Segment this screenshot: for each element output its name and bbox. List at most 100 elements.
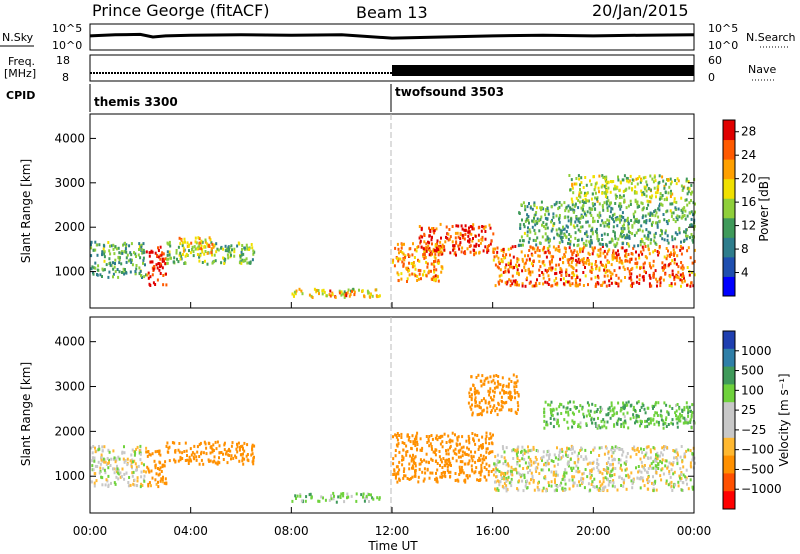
heat-cell bbox=[502, 472, 505, 475]
heat-cell bbox=[402, 252, 405, 256]
heat-cell bbox=[90, 480, 93, 484]
heat-cell bbox=[214, 440, 217, 444]
heat-cell bbox=[578, 480, 580, 484]
heat-cell bbox=[610, 401, 613, 405]
heat-cell bbox=[428, 253, 431, 257]
heat-cell bbox=[645, 228, 648, 232]
heat-cell bbox=[515, 452, 518, 456]
heat-cell bbox=[420, 460, 423, 464]
heat-cell bbox=[504, 269, 507, 273]
heat-cell bbox=[516, 268, 519, 272]
heat-cell bbox=[641, 193, 644, 197]
heat-cell bbox=[191, 248, 194, 252]
heat-cell bbox=[602, 221, 605, 225]
heat-cell bbox=[635, 419, 638, 423]
heat-cell bbox=[139, 458, 142, 462]
heat-cell bbox=[146, 465, 149, 469]
heat-cell bbox=[487, 380, 490, 384]
heat-cell bbox=[460, 465, 463, 469]
heat-cell bbox=[632, 281, 635, 285]
heat-cell bbox=[596, 253, 599, 257]
heat-cell bbox=[654, 221, 657, 225]
heat-cell bbox=[239, 256, 242, 260]
heat-cell bbox=[516, 401, 519, 405]
heat-cell bbox=[139, 485, 142, 489]
heat-cell bbox=[676, 232, 679, 236]
heat-cell bbox=[681, 280, 684, 284]
heat-cell bbox=[522, 489, 525, 493]
heat-cell bbox=[623, 223, 625, 227]
heat-cell bbox=[332, 491, 335, 495]
heat-cell bbox=[671, 259, 674, 263]
heat-cell bbox=[459, 237, 462, 241]
heat-cell bbox=[615, 273, 618, 277]
heat-cell bbox=[586, 191, 589, 195]
heat-cell bbox=[505, 484, 508, 488]
heat-cell bbox=[475, 466, 478, 470]
heat-cell bbox=[669, 254, 671, 258]
heat-cell bbox=[683, 408, 686, 412]
heat-cell bbox=[330, 494, 333, 498]
heat-cell bbox=[467, 401, 470, 405]
heat-cell bbox=[528, 257, 531, 261]
heat-cell bbox=[660, 478, 663, 482]
heat-cell bbox=[572, 191, 575, 195]
heat-cell bbox=[676, 403, 679, 406]
heat-cell bbox=[129, 483, 132, 487]
heat-cell bbox=[464, 229, 467, 233]
heat-cell bbox=[525, 258, 528, 262]
heat-cell bbox=[220, 451, 223, 454]
heat-cell bbox=[308, 293, 311, 297]
heat-cell bbox=[538, 254, 541, 258]
heat-cell bbox=[631, 224, 634, 228]
heat-cell bbox=[567, 280, 569, 284]
heat-cell bbox=[561, 236, 564, 239]
heat-cell bbox=[643, 269, 646, 273]
heat-cell bbox=[532, 461, 535, 465]
heat-cell bbox=[428, 249, 431, 253]
heat-cell bbox=[243, 449, 246, 453]
heat-cell bbox=[437, 250, 440, 254]
heat-cell bbox=[637, 450, 640, 454]
heat-cell bbox=[601, 174, 604, 178]
heat-cell bbox=[527, 461, 530, 465]
heat-cell bbox=[401, 458, 403, 462]
heat-cell bbox=[630, 252, 633, 255]
heat-cell bbox=[109, 263, 112, 267]
heat-cell bbox=[431, 242, 433, 246]
heat-cell bbox=[661, 467, 664, 471]
heat-cell bbox=[577, 457, 580, 461]
heat-cell bbox=[620, 425, 623, 428]
heat-cell bbox=[528, 228, 531, 232]
heat-cell bbox=[233, 254, 236, 258]
heat-cell bbox=[492, 378, 495, 382]
heat-cell bbox=[97, 264, 100, 268]
heat-cell bbox=[236, 244, 239, 248]
heat-cell bbox=[435, 277, 438, 281]
heat-cell bbox=[483, 382, 486, 386]
colorbar-swatch bbox=[723, 473, 735, 492]
colorbar-tick-label: −25 bbox=[741, 423, 766, 437]
heat-cell bbox=[597, 463, 600, 467]
heat-cell bbox=[230, 454, 233, 458]
heat-cell bbox=[685, 449, 688, 453]
heat-cell bbox=[192, 254, 195, 258]
heat-cell bbox=[649, 264, 652, 268]
heat-cell bbox=[516, 460, 519, 464]
heat-cell bbox=[138, 248, 140, 251]
heat-cell bbox=[613, 473, 616, 477]
heat-cell bbox=[469, 405, 472, 409]
heat-cell bbox=[528, 202, 530, 205]
heat-cell bbox=[570, 178, 573, 182]
heat-cell bbox=[175, 251, 178, 255]
heat-cell bbox=[515, 412, 518, 415]
heat-cell bbox=[493, 390, 496, 394]
colorbar-swatch bbox=[723, 437, 735, 457]
heat-cell bbox=[180, 254, 183, 258]
heat-cell bbox=[598, 190, 600, 194]
heat-cell bbox=[641, 202, 644, 206]
heat-cell bbox=[469, 225, 472, 228]
heat-cell bbox=[188, 455, 191, 459]
heat-cell bbox=[665, 416, 668, 420]
heat-cell bbox=[579, 483, 582, 487]
